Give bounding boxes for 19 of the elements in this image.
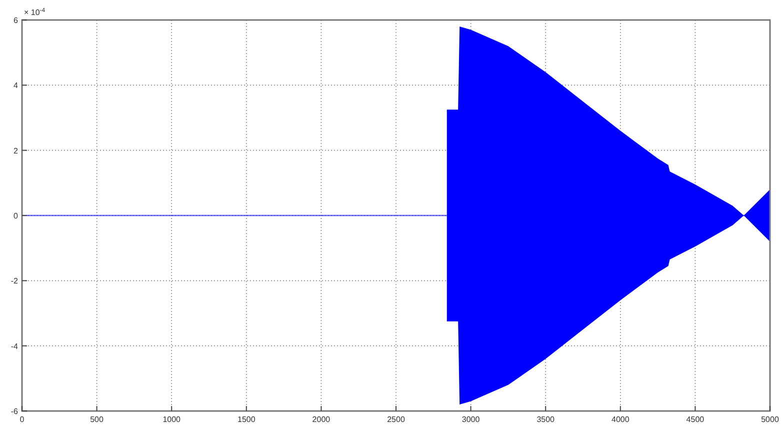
x-tick-label: 3000 [462, 415, 480, 424]
x-tick-label: 0 [20, 415, 25, 424]
x-tick-label: 1500 [238, 415, 256, 424]
x-tick-label: 5000 [761, 415, 780, 424]
y-tick-label: 4 [14, 81, 19, 90]
text: × 10$^{-4}$ [24, 7, 46, 17]
y-tick-label: -2 [10, 276, 19, 286]
y-tick-label: 0 [14, 212, 19, 220]
x-tick-label: 3500 [536, 415, 556, 424]
y-tick-label: -4 [10, 342, 19, 351]
y-tick-label: -6 [10, 407, 19, 416]
x-tick-label: 2000 [312, 415, 331, 424]
x-tick-label: 4000 [612, 415, 630, 424]
y-tick-label: 2 [14, 146, 19, 156]
x-tick-label: 4500 [686, 415, 705, 424]
x-tick-label: 2500 [387, 415, 406, 424]
x-tick-label: 1000 [162, 415, 182, 424]
x-tick-label: 500 [90, 415, 104, 424]
y-tick-label: 6 [14, 16, 19, 25]
